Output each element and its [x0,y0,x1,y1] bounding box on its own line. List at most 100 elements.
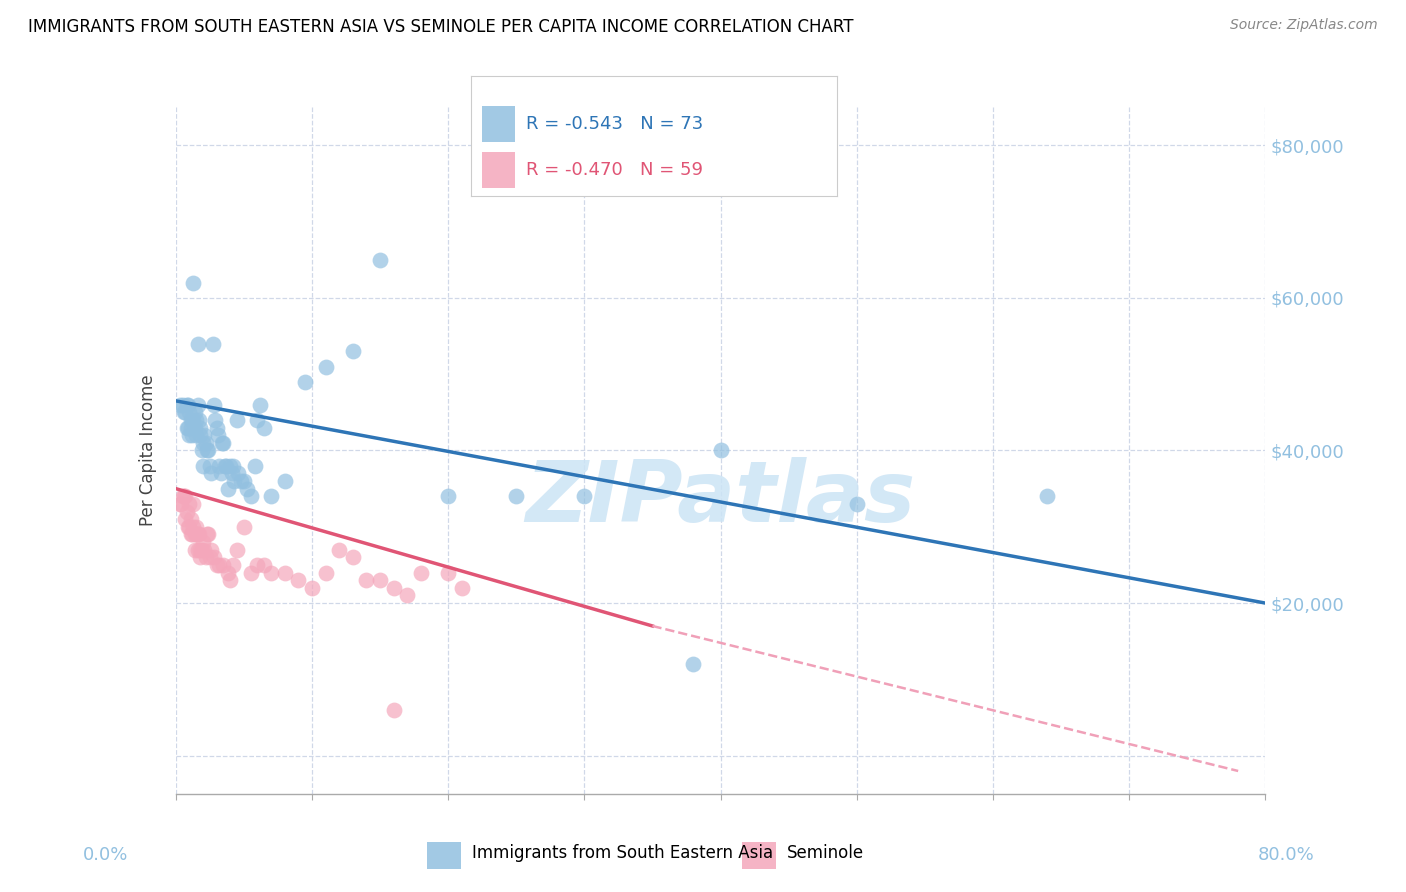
Point [172,489,194,503]
Point [246,413,269,427]
Point [208,558,231,572]
Point [187,527,209,541]
Point [409,566,432,580]
Point [212,558,235,572]
Point [437,566,460,580]
Point [187,413,209,427]
Text: 80.0%: 80.0% [1258,846,1315,863]
Bar [482,106,515,142]
Point [221,467,243,481]
Point [197,527,219,541]
Point [169,398,191,412]
Point [274,566,297,580]
Point [191,535,214,549]
Point [195,443,218,458]
Point [219,458,242,473]
Point [396,589,419,603]
Point [169,497,191,511]
Point [195,527,218,541]
Point [222,558,245,572]
Point [184,527,207,541]
Point [205,558,228,572]
Point [186,542,209,557]
Point [226,413,249,427]
Point [183,520,205,534]
Point [184,542,207,557]
Point [200,467,222,481]
Point [193,542,215,557]
Point [274,474,297,488]
Point [368,252,391,267]
Point [710,443,733,458]
Point [179,428,201,442]
Point [214,458,236,473]
Point [183,497,205,511]
Point [180,527,202,541]
Point [190,443,212,458]
Point [219,573,242,587]
Point [260,566,283,580]
Point [356,573,378,587]
Text: Seminole: Seminole [787,844,865,862]
Point [191,435,214,450]
Point [845,497,868,511]
Point [294,375,316,389]
Point [328,542,350,557]
Point [232,520,254,534]
Point [249,398,271,412]
Point [1036,489,1059,503]
Point [253,420,276,434]
Point [174,405,197,419]
Point [574,489,596,503]
Point [193,428,215,442]
Text: 0.0%: 0.0% [83,846,128,863]
Point [382,703,405,717]
Point [450,581,472,595]
Point [186,413,208,427]
Point [315,359,337,374]
Bar [482,152,515,188]
Point [202,550,225,565]
Point [186,428,208,442]
Point [186,520,208,534]
Point [217,566,239,580]
Point [198,458,221,473]
Point [170,497,193,511]
Bar [742,842,776,869]
Text: IMMIGRANTS FROM SOUTH EASTERN ASIA VS SEMINOLE PER CAPITA INCOME CORRELATION CHA: IMMIGRANTS FROM SOUTH EASTERN ASIA VS SE… [28,18,853,36]
Point [180,420,202,434]
Point [186,336,209,351]
Point [188,420,211,434]
Point [342,550,364,565]
Point [205,420,228,434]
Text: Source: ZipAtlas.com: Source: ZipAtlas.com [1230,18,1378,32]
Point [176,504,198,518]
Point [191,458,214,473]
Text: R = -0.543   N = 73: R = -0.543 N = 73 [526,115,703,133]
Point [342,344,364,359]
Text: R = -0.470   N = 59: R = -0.470 N = 59 [526,161,703,178]
Point [235,482,257,496]
Point [315,566,337,580]
Point [232,474,254,488]
Point [186,527,208,541]
Bar [427,842,461,869]
Text: Immigrants from South Eastern Asia: Immigrants from South Eastern Asia [472,844,773,862]
Y-axis label: Per Capita Income: Per Capita Income [139,375,157,526]
Point [215,458,238,473]
Point [188,550,211,565]
Point [211,435,233,450]
Point [172,398,194,412]
Text: ZIPatlas: ZIPatlas [526,457,915,540]
Point [201,336,224,351]
Point [228,467,250,481]
Point [301,581,323,595]
Point [224,474,246,488]
Point [183,413,205,427]
Point [198,550,221,565]
Point [183,276,205,290]
Point [382,581,405,595]
Point [253,558,276,572]
Point [186,398,209,412]
Point [177,420,200,434]
